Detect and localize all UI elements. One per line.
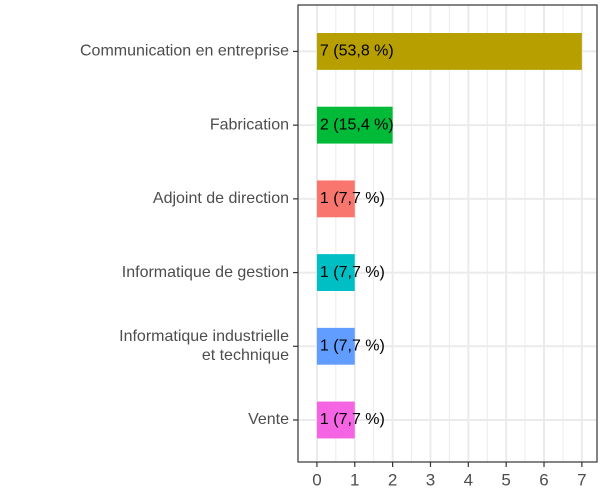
- y-tick-label: Communication en entreprise: [80, 43, 289, 60]
- value-label: 7 (53,8 %): [320, 43, 394, 60]
- bar: [316, 180, 355, 218]
- y-tick-label: Adjoint de direction: [153, 190, 289, 207]
- value-label: 1 (7,7 %): [320, 190, 385, 207]
- x-tick-label: 0: [312, 470, 321, 489]
- x-tick-label: 5: [501, 470, 510, 489]
- x-tick-label: 4: [464, 470, 473, 489]
- x-tick-label: 7: [577, 470, 586, 489]
- value-label: 1 (7,7 %): [320, 264, 385, 281]
- bar: [316, 254, 355, 291]
- panel-border: [297, 4, 598, 463]
- x-tick-label: 6: [539, 470, 548, 489]
- panel: [298, 5, 597, 462]
- value-label: 1 (7,7 %): [320, 337, 385, 354]
- x-tick-label: 2: [388, 470, 397, 489]
- y-tick-label: Vente: [248, 411, 289, 428]
- x-tick-label: 3: [426, 470, 435, 489]
- bar: [316, 33, 582, 70]
- bar: [316, 106, 393, 144]
- bar: [316, 327, 355, 365]
- x-tick-label: 1: [350, 470, 359, 489]
- value-label: 1 (7,7 %): [320, 411, 385, 428]
- bar: [316, 401, 355, 439]
- y-tick-label: Fabrication: [210, 116, 289, 133]
- y-tick-label: Informatique industrielle et technique: [119, 328, 289, 364]
- value-label: 2 (15,4 %): [320, 116, 394, 133]
- y-tick-label: Informatique de gestion: [122, 264, 289, 281]
